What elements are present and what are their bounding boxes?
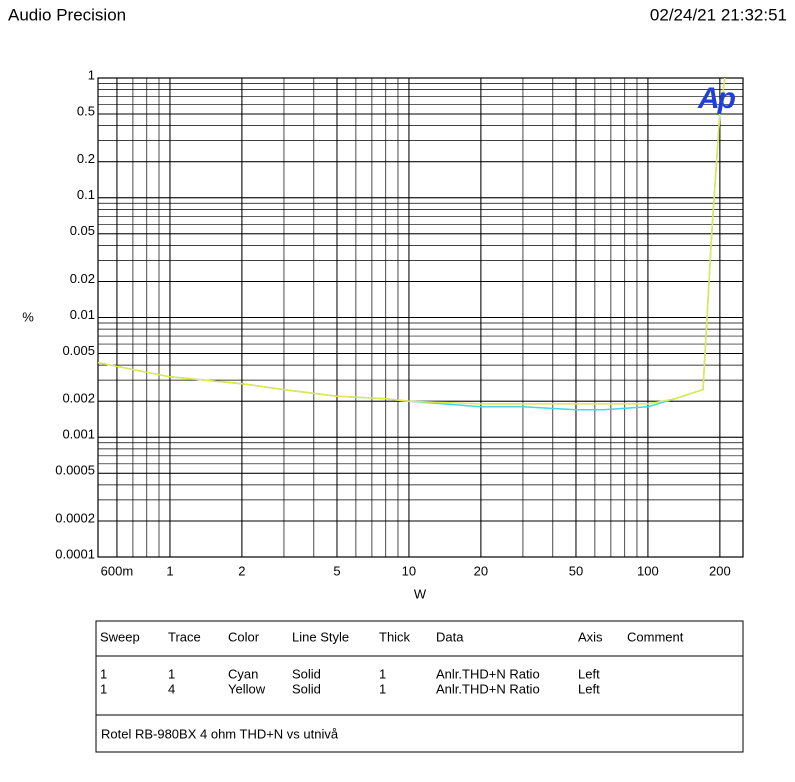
table-header: Axis (578, 629, 603, 644)
y-tick-label: 0.05 (70, 223, 95, 238)
y-tick-label: 0.5 (77, 103, 95, 118)
table-cell: Left (578, 666, 600, 681)
y-tick-label: 0.0001 (55, 546, 95, 561)
table-header: Color (228, 629, 260, 644)
x-tick-label: 200 (709, 563, 731, 578)
table-cell: Left (578, 681, 600, 696)
x-tick-label: 20 (474, 563, 488, 578)
table-cell: 1 (379, 666, 386, 681)
y-tick-label: 0.2 (77, 151, 95, 166)
x-tick-label: 1 (166, 563, 173, 578)
y-tick-label: 0.1 (77, 187, 95, 202)
y-tick-label: 0.0005 (55, 463, 95, 478)
table-cell: 4 (168, 681, 175, 696)
y-tick-label: 0.005 (62, 343, 95, 358)
table-header: Sweep (100, 629, 140, 644)
table-cell: Anlr.THD+N Ratio (436, 681, 540, 696)
header-right: 02/24/21 21:32:51 (650, 5, 787, 24)
y-tick-label: 0.02 (70, 271, 95, 286)
table-cell: Yellow (228, 681, 266, 696)
x-tick-label: 5 (333, 563, 340, 578)
table-cell: 1 (100, 666, 107, 681)
series-line (98, 78, 726, 405)
x-tick-label: 600m (101, 563, 134, 578)
table-cell: 1 (168, 666, 175, 681)
y-tick-label: 1 (88, 67, 95, 82)
table-cell: Cyan (228, 666, 258, 681)
table-cell: Solid (292, 666, 321, 681)
table-frame (95, 620, 744, 753)
table-header: Line Style (292, 629, 349, 644)
table-caption: Rotel RB-980BX 4 ohm THD+N vs utnivå (101, 726, 339, 741)
x-axis-label: W (414, 586, 427, 601)
table-header: Trace (168, 629, 201, 644)
x-tick-label: 100 (637, 563, 659, 578)
x-tick-label: 50 (569, 563, 583, 578)
series-line (98, 78, 726, 411)
table-header: Thick (379, 629, 411, 644)
table-header: Data (436, 629, 464, 644)
y-tick-label: 0.001 (62, 427, 95, 442)
y-axis-label: % (22, 309, 34, 324)
table-cell: Anlr.THD+N Ratio (436, 666, 540, 681)
table-cell: 1 (379, 681, 386, 696)
table-cell: Solid (292, 681, 321, 696)
header-left: Audio Precision (8, 5, 126, 24)
y-tick-label: 0.0002 (55, 510, 95, 525)
y-tick-label: 0.01 (70, 307, 95, 322)
table-cell: 1 (100, 681, 107, 696)
logo: Ap (697, 82, 736, 115)
table-header: Comment (627, 629, 684, 644)
y-tick-label: 0.002 (62, 391, 95, 406)
x-tick-label: 10 (402, 563, 416, 578)
x-tick-label: 2 (238, 563, 245, 578)
plot-frame (97, 77, 744, 558)
